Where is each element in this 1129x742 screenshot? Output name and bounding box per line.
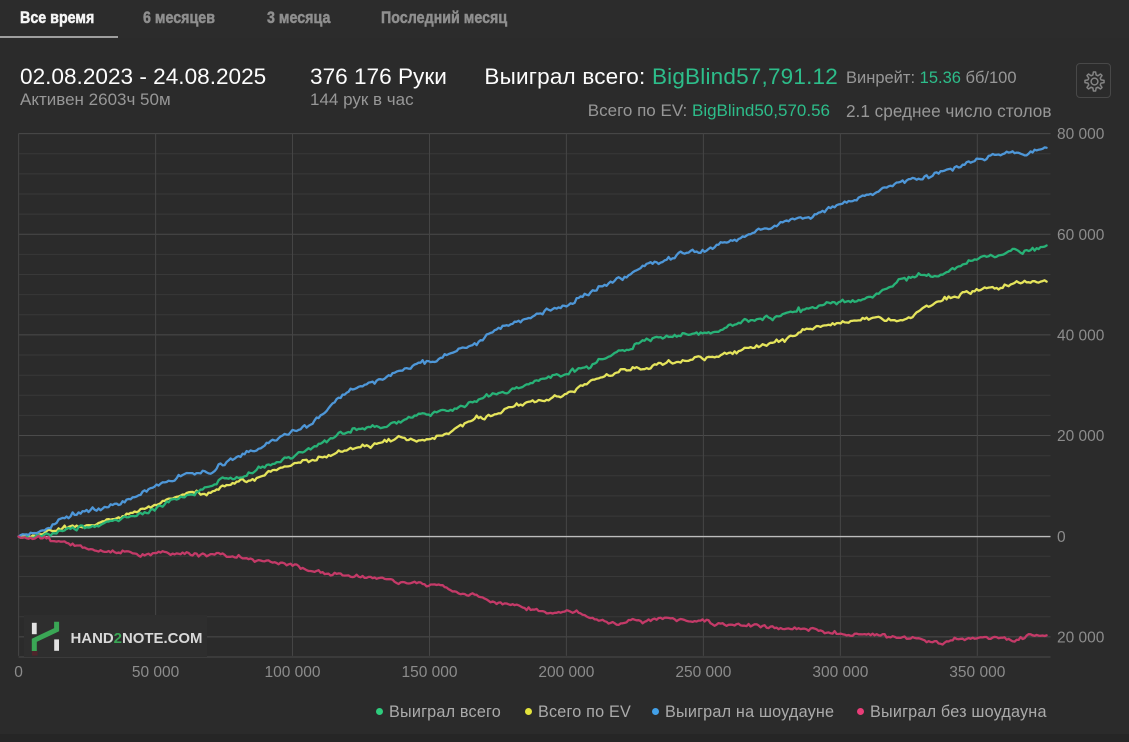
svg-text:0: 0 (1057, 529, 1066, 546)
svg-text:20 000: 20 000 (1057, 630, 1105, 647)
svg-text:250 000: 250 000 (675, 664, 731, 681)
svg-text:60 000: 60 000 (1057, 227, 1105, 244)
svg-text:0: 0 (14, 664, 23, 681)
svg-text:200 000: 200 000 (538, 664, 594, 681)
svg-text:100 000: 100 000 (264, 664, 320, 681)
svg-text:HAND2NOTE.COM: HAND2NOTE.COM (71, 630, 203, 647)
svg-text:300 000: 300 000 (812, 664, 868, 681)
svg-text:80 000: 80 000 (1057, 126, 1105, 143)
svg-text:150 000: 150 000 (401, 664, 457, 681)
svg-text:40 000: 40 000 (1057, 328, 1105, 345)
svg-text:350 000: 350 000 (949, 664, 1005, 681)
svg-text:50 000: 50 000 (132, 664, 180, 681)
svg-text:20 000: 20 000 (1057, 428, 1105, 445)
